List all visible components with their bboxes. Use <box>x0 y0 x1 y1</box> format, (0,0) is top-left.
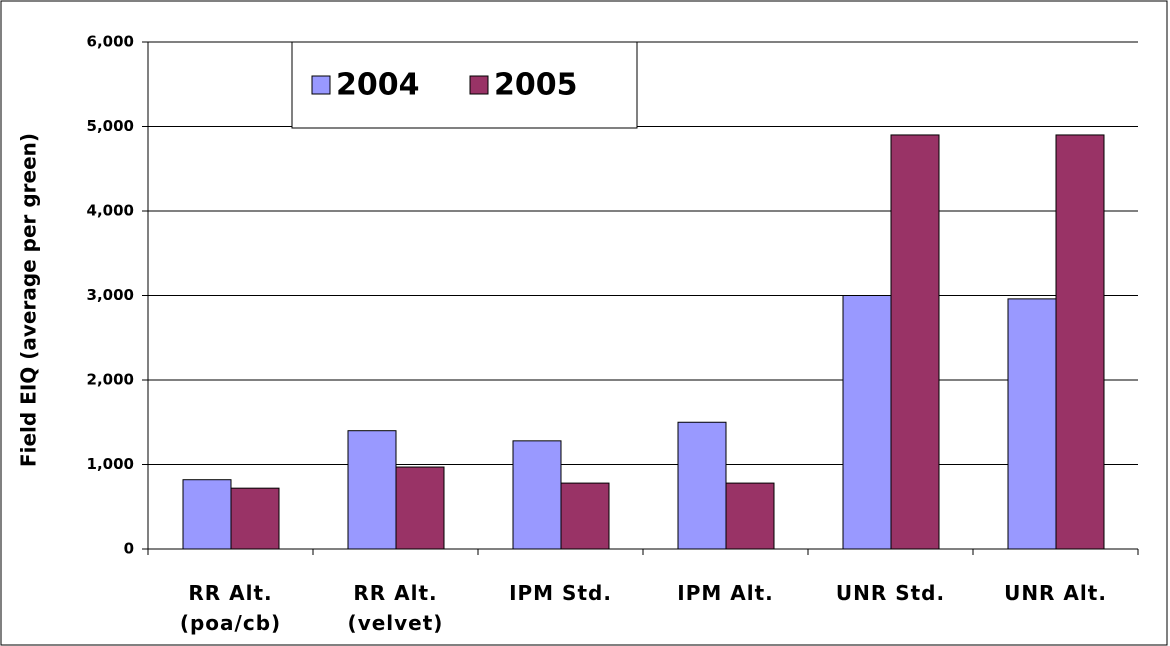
bar <box>512 440 562 550</box>
y-tick-label: 3,000 <box>87 286 134 304</box>
x-tick-text: UNR Alt. <box>1004 581 1107 605</box>
legend-label: 2005 <box>494 68 578 103</box>
y-tick-label: 4,000 <box>87 202 134 220</box>
bar <box>1007 298 1057 550</box>
y-tick-label: 5,000 <box>87 117 134 135</box>
bar <box>725 482 775 550</box>
bar <box>677 421 727 550</box>
bar <box>1055 134 1105 550</box>
bar <box>842 295 892 550</box>
x-tick-text: UNR Std. <box>835 581 946 605</box>
bar <box>890 134 940 550</box>
x-tick-text: RR Alt. (poa/cb) <box>179 581 282 635</box>
x-tick-text: IPM Std. <box>509 581 612 605</box>
y-tick-label: 0 <box>124 540 134 558</box>
x-tick-label: IPM Std. <box>478 578 643 608</box>
bar <box>182 479 232 550</box>
legend-swatch <box>311 75 331 95</box>
y-tick-label: 2,000 <box>87 371 134 389</box>
bar <box>347 430 397 550</box>
bar <box>395 466 445 550</box>
x-tick-text: RR Alt. (velvet) <box>347 581 444 635</box>
legend-swatch <box>469 75 489 95</box>
y-tick-label: 1,000 <box>87 455 134 473</box>
x-tick-label: RR Alt. (poa/cb) <box>148 578 313 638</box>
x-tick-label: UNR Std. <box>808 578 973 608</box>
x-tick-text: IPM Alt. <box>677 581 774 605</box>
y-tick-label: 6,000 <box>87 33 134 51</box>
legend-box <box>291 41 638 129</box>
y-axis-title: Field EIQ (average per green) <box>17 133 41 467</box>
x-tick-label: IPM Alt. <box>643 578 808 608</box>
legend-label: 2004 <box>336 68 420 103</box>
bar <box>560 482 610 550</box>
x-tick-label: RR Alt. (velvet) <box>313 578 478 638</box>
bar <box>230 487 280 550</box>
x-tick-label: UNR Alt. <box>973 578 1138 608</box>
